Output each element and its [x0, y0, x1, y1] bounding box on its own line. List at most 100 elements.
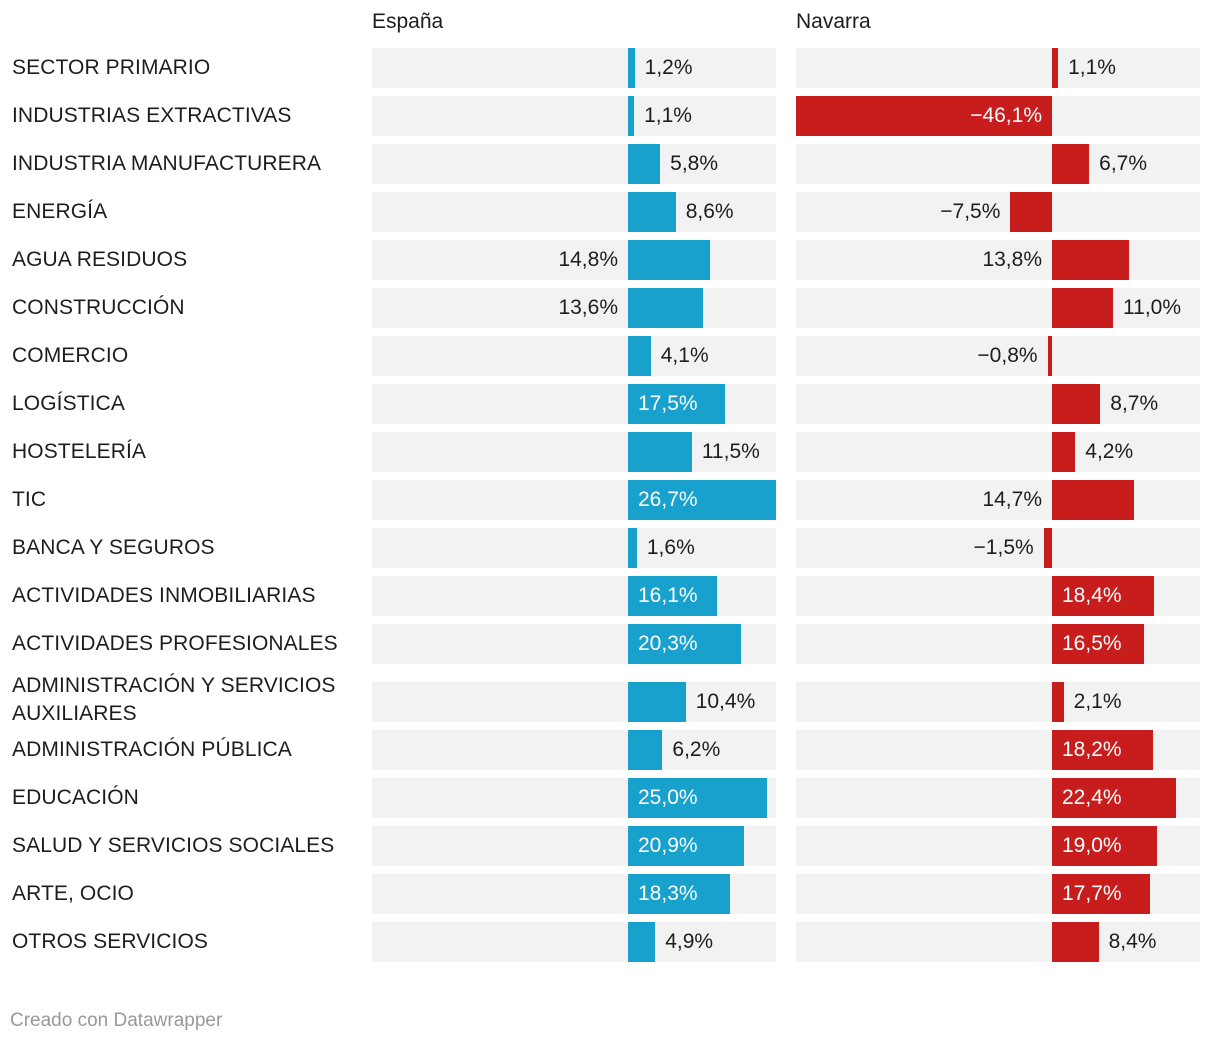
bar-navarra — [1052, 682, 1064, 722]
value-label: 16,1% — [638, 584, 698, 607]
bar-espana — [628, 96, 635, 136]
value-label: 25,0% — [638, 786, 698, 809]
value-label: 17,5% — [638, 392, 698, 415]
value-label: 6,2% — [672, 738, 721, 761]
bar-navarra — [1052, 826, 1158, 866]
category-label: CONSTRUCCIÓN — [12, 296, 185, 319]
value-label: 8,6% — [685, 200, 734, 223]
value-label: 20,9% — [638, 834, 698, 857]
bar-espana — [628, 144, 661, 184]
bar-espana — [628, 288, 704, 328]
category-label: ACTIVIDADES PROFESIONALES — [12, 632, 338, 655]
bar-espana — [628, 432, 692, 472]
bar-navarra — [1052, 384, 1101, 424]
value-label: 2,1% — [1073, 690, 1122, 713]
value-label: 8,7% — [1110, 392, 1159, 415]
bar-track — [796, 144, 1200, 184]
bar-track — [796, 432, 1200, 472]
bar-espana — [628, 384, 726, 424]
value-label: 14,7% — [982, 488, 1042, 511]
value-label: 26,7% — [638, 488, 698, 511]
category-label: EDUCACIÓN — [12, 786, 139, 809]
bar-navarra — [1052, 288, 1114, 328]
bar-track — [796, 192, 1200, 232]
bar-espana — [628, 922, 656, 962]
value-label: 11,0% — [1123, 296, 1182, 319]
bar-navarra — [1052, 576, 1155, 616]
bar-navarra — [1052, 778, 1177, 818]
bar-track — [372, 528, 776, 568]
value-label: 6,7% — [1099, 152, 1148, 175]
bar-navarra — [1052, 874, 1151, 914]
bar-espana — [628, 240, 711, 280]
bar-navarra — [1052, 922, 1099, 962]
bar-track — [372, 192, 776, 232]
bar-navarra — [1052, 624, 1144, 664]
bar-track — [372, 730, 776, 770]
value-label: 13,8% — [982, 248, 1042, 271]
value-label: 22,4% — [1062, 786, 1122, 809]
column-title-espana: España — [372, 10, 444, 33]
bar-track — [796, 384, 1200, 424]
bar-track — [796, 48, 1200, 88]
bar-track — [796, 528, 1200, 568]
category-label: BANCA Y SEGUROS — [12, 536, 215, 559]
bar-track — [372, 922, 776, 962]
value-label: 4,2% — [1085, 440, 1134, 463]
category-label: ACTIVIDADES INMOBILIARIAS — [12, 584, 316, 607]
value-label: 18,3% — [638, 882, 698, 905]
bar-track — [796, 288, 1200, 328]
value-label: 14,8% — [558, 248, 618, 271]
bar-track — [372, 144, 776, 184]
bar-espana — [628, 192, 676, 232]
category-label: AGUA RESIDUOS — [12, 248, 188, 271]
value-label: 18,2% — [1062, 738, 1122, 761]
bar-espana — [628, 624, 741, 664]
category-label: TIC — [12, 488, 47, 511]
bar-navarra — [1052, 240, 1129, 280]
bar-espana — [628, 576, 718, 616]
bar-navarra — [1052, 48, 1059, 88]
bar-navarra — [1052, 730, 1153, 770]
bar-track — [372, 336, 776, 376]
bar-espana — [628, 682, 686, 722]
bar-espana — [628, 874, 730, 914]
bar-navarra — [1052, 480, 1134, 520]
bar-navarra — [1052, 432, 1076, 472]
value-label: −1,5% — [973, 536, 1034, 559]
bar-track — [372, 96, 776, 136]
category-label: ENERGÍA — [12, 200, 108, 223]
value-label: −0,8% — [977, 344, 1038, 367]
value-label: 8,4% — [1108, 930, 1157, 953]
category-label: COMERCIO — [12, 344, 129, 367]
value-label: 1,6% — [646, 536, 695, 559]
bar-espana — [628, 336, 651, 376]
column-title-navarra: Navarra — [796, 10, 871, 33]
bar-espana — [628, 826, 744, 866]
bar-navarra — [1052, 144, 1090, 184]
bar-espana — [628, 528, 637, 568]
bar-espana — [628, 48, 635, 88]
bar-track — [796, 336, 1200, 376]
category-label: INDUSTRIA MANUFACTURERA — [12, 152, 322, 175]
value-label: −7,5% — [940, 200, 1001, 223]
value-label: −46,1% — [970, 104, 1042, 127]
category-label: ARTE, OCIO — [12, 882, 134, 905]
bar-track — [796, 240, 1200, 280]
value-label: 10,4% — [695, 690, 756, 713]
category-label: INDUSTRIAS EXTRACTIVAS — [12, 104, 292, 127]
value-label: 1,1% — [644, 104, 692, 127]
bar-navarra — [796, 96, 1052, 136]
value-label: 1,1% — [1068, 56, 1116, 79]
value-label: 1,2% — [644, 56, 693, 79]
value-label: 20,3% — [638, 632, 698, 655]
category-label: ADMINISTRACIÓN Y SERVICIOS AUXILIARES — [12, 674, 336, 725]
value-label: 17,7% — [1062, 882, 1122, 905]
value-label: 5,8% — [670, 152, 719, 175]
bar-navarra — [1047, 336, 1052, 376]
bar-track — [372, 48, 776, 88]
bar-track — [372, 432, 776, 472]
category-label: LOGÍSTICA — [12, 392, 125, 415]
category-label: ADMINISTRACIÓN PÚBLICA — [12, 738, 292, 761]
